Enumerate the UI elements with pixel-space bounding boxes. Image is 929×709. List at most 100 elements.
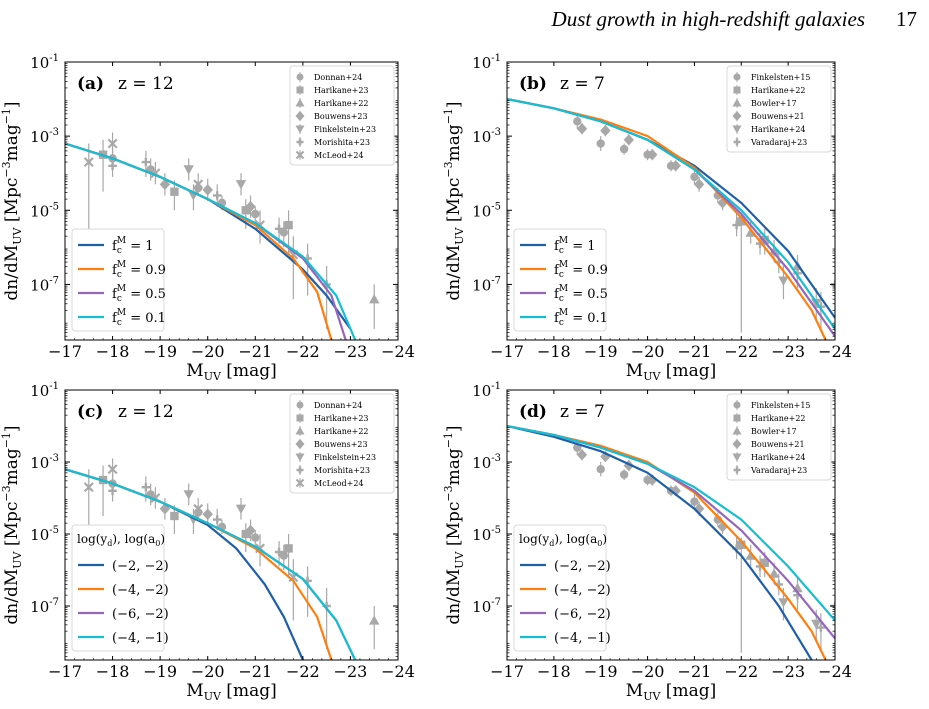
x-tick-label: −18	[537, 662, 571, 681]
data-point	[576, 123, 588, 135]
x-tick-label: −20	[631, 342, 665, 361]
data-point	[732, 220, 741, 230]
data-point	[141, 483, 151, 492]
legend-label: Bowler+17	[751, 427, 797, 436]
panel-label: (c)	[77, 402, 103, 422]
data-point	[760, 558, 769, 567]
plot-frame	[506, 61, 836, 341]
legend-box	[289, 65, 395, 166]
legend-marker	[733, 73, 741, 81]
legend-label: (−4, −2)	[554, 583, 611, 598]
panel-title: z = 12	[118, 74, 174, 94]
x-tick-label: −24	[381, 662, 415, 681]
x-tick-label: −24	[818, 662, 852, 681]
x-tick-label: −17	[490, 662, 524, 681]
legend-title: log(yd), log(a0)	[519, 532, 607, 548]
x-axis-label: MUV [mag]	[186, 681, 276, 703]
data-point	[600, 124, 611, 137]
data-point	[619, 144, 629, 154]
legend-label: fcM = 0.9	[554, 260, 608, 280]
data-point	[284, 544, 293, 553]
model-legend: log(yd), log(a0) (−2, −2) (−4, −2) (−6, −2)…	[513, 524, 611, 652]
legend-label: Harikane+24	[751, 453, 806, 462]
panel-c: −17 −18 −19 −20 −21 −22 −23 −24 10-1 10-3 10-5 10-7…	[0, 381, 415, 703]
y-tick-label: 10-1	[472, 381, 501, 400]
data-point	[83, 157, 94, 168]
data-point	[768, 245, 780, 256]
panel-a: −17 −18 −19 −20 −21 −22 −23 −24 10-1 10-3 10-5 10-7…	[0, 53, 415, 383]
legend-marker	[733, 401, 741, 409]
series-line	[65, 142, 357, 340]
legend-marker	[732, 125, 742, 134]
data-point	[83, 482, 94, 493]
y-tick-label: 10-1	[30, 381, 59, 400]
data-point	[251, 209, 260, 219]
data-point	[108, 161, 117, 170]
data-point	[670, 160, 681, 172]
data-point	[284, 220, 293, 230]
observations-legend: Finkelsten+15 Harikane+22 Bowler+17 Bouwens…	[726, 393, 832, 481]
legend-label: Bouwens+21	[751, 440, 805, 449]
data-point	[670, 485, 681, 497]
legend-label: McLeod+24	[314, 151, 364, 160]
legend-label: (−2, −2)	[112, 559, 169, 574]
legend-label: Bouwens+23	[314, 112, 368, 121]
data-point	[245, 200, 256, 213]
y-tick-label: 10-7	[30, 597, 59, 616]
x-tick-label: −20	[631, 662, 665, 681]
data-point	[690, 172, 699, 182]
legend-marker	[295, 453, 305, 462]
x-tick-label: −20	[191, 342, 225, 361]
legend-marker	[733, 466, 741, 474]
panel-title: z = 12	[118, 402, 174, 422]
observations-legend: Finkelsten+15 Harikane+22 Bowler+17 Bouwens…	[726, 65, 832, 153]
y-tick-label: 10-7	[472, 597, 501, 616]
data-point	[369, 294, 380, 304]
x-tick-label: −22	[286, 662, 320, 681]
panel-d: −17 −18 −19 −20 −21 −22 −23 −24 10-1 10-3 10-5 10-7…	[442, 381, 852, 703]
data-point	[596, 465, 605, 474]
data-point	[737, 540, 746, 549]
y-tick-label: 10-7	[30, 275, 59, 294]
y-tick-label: 10-1	[30, 53, 59, 72]
x-tick-label: −24	[818, 342, 852, 361]
data-point	[619, 470, 629, 479]
y-tick-label: 10-5	[30, 525, 59, 544]
panel-label: (d)	[519, 402, 547, 422]
data-point	[596, 139, 605, 148]
x-axis-label: MUV [mag]	[626, 681, 716, 703]
data-point	[274, 224, 284, 233]
data-point	[573, 117, 582, 126]
legend-title: log(yd), log(a0)	[77, 532, 165, 548]
legend-marker	[295, 426, 305, 435]
data-point	[245, 524, 256, 537]
model-legend: fcM = 1 fcM = 0.9 fcM = 0.5 fcM = 0.1	[71, 228, 166, 332]
legend-label: (−6, −2)	[554, 607, 611, 622]
x-tick-label: −22	[724, 662, 758, 681]
legend-marker	[733, 138, 741, 146]
x-tick-label: −23	[334, 662, 368, 681]
legend-label: Harikane+23	[314, 414, 369, 423]
legend-marker	[296, 466, 304, 474]
y-axis-label: dn/dMUV [Mpc−3mag−1]	[442, 101, 466, 300]
panel-label: (b)	[519, 74, 547, 94]
model-legend: fcM = 1 fcM = 0.9 fcM = 0.5 fcM = 0.1	[513, 228, 608, 332]
data-point	[279, 551, 289, 560]
series-line	[507, 424, 835, 622]
x-tick-label: −21	[238, 342, 272, 361]
legend-label: Harikane+23	[314, 86, 369, 95]
data-point	[251, 533, 260, 542]
legend-label: Varadaraj+23	[750, 138, 807, 147]
x-tick-label: −23	[334, 342, 368, 361]
legend-marker	[732, 439, 742, 449]
data-point	[141, 157, 151, 167]
data-point	[107, 464, 118, 475]
x-tick-label: −19	[584, 342, 618, 361]
legend-box	[71, 228, 165, 332]
x-tick-label: −21	[678, 662, 712, 681]
data-point	[778, 276, 789, 286]
legend-label: Harikane+22	[314, 99, 369, 108]
legend-box	[289, 393, 395, 494]
x-tick-label: −17	[490, 342, 524, 361]
legend-label: Bowler+17	[751, 99, 797, 108]
